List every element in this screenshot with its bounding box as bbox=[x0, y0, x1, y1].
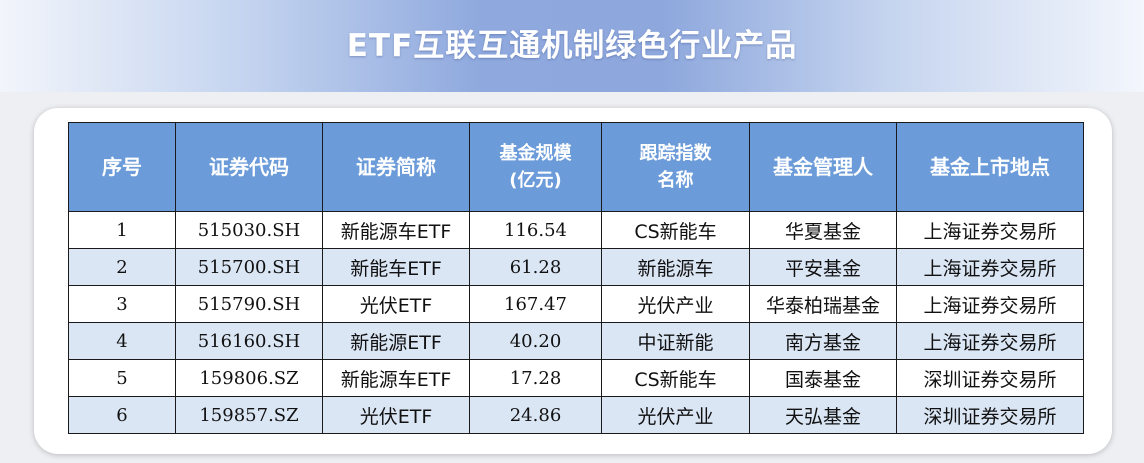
cell-code: 515790.SH bbox=[175, 285, 323, 323]
cell-listing-venue: 上海证券交易所 bbox=[896, 322, 1084, 360]
cell-fund-manager: 华泰柏瑞基金 bbox=[749, 285, 897, 323]
header-short-name: 证券简称 bbox=[322, 122, 470, 212]
cell-fund-manager: 南方基金 bbox=[749, 322, 897, 360]
cell-fund-manager: 国泰基金 bbox=[749, 359, 897, 397]
header-seq: 序号 bbox=[68, 122, 176, 212]
title-banner bbox=[0, 0, 1144, 92]
cell-fund-size: 167.47 bbox=[469, 285, 602, 323]
table-row: 4 516160.SH 新能源ETF 40.20 中证新能 南方基金 上海证券交… bbox=[68, 322, 1084, 360]
cell-fund-size: 61.28 bbox=[469, 248, 602, 286]
cell-fund-size: 17.28 bbox=[469, 359, 602, 397]
cell-seq: 5 bbox=[68, 359, 176, 397]
cell-tracking-index: 中证新能 bbox=[601, 322, 750, 360]
cell-listing-venue: 上海证券交易所 bbox=[896, 211, 1084, 249]
header-tracking-index-line2: 名称 bbox=[657, 170, 694, 191]
header-listing-venue: 基金上市地点 bbox=[896, 122, 1084, 212]
header-fund-size: 基金规模 (亿元) bbox=[469, 122, 602, 212]
cell-code: 516160.SH bbox=[175, 322, 323, 360]
cell-fund-manager: 天弘基金 bbox=[749, 396, 897, 434]
header-tracking-index-line1: 跟踪指数 bbox=[639, 143, 712, 164]
cell-fund-size: 116.54 bbox=[469, 211, 602, 249]
cell-short-name: 新能源车ETF bbox=[322, 359, 470, 397]
table-row: 3 515790.SH 光伏ETF 167.47 光伏产业 华泰柏瑞基金 上海证… bbox=[68, 285, 1084, 323]
cell-fund-size: 40.20 bbox=[469, 322, 602, 360]
cell-fund-manager: 华夏基金 bbox=[749, 211, 897, 249]
table-header-row: 序号 证券代码 证券简称 基金规模 (亿元) 跟踪指数 名称 基金管理人 基金上… bbox=[68, 122, 1084, 212]
cell-short-name: 光伏ETF bbox=[322, 285, 470, 323]
cell-tracking-index: CS新能车 bbox=[601, 359, 750, 397]
header-fund-size-line1: 基金规模 bbox=[499, 143, 572, 164]
header-code: 证券代码 bbox=[175, 122, 323, 212]
etf-product-table: 序号 证券代码 证券简称 基金规模 (亿元) 跟踪指数 名称 基金管理人 基金上… bbox=[68, 122, 1084, 434]
cell-short-name: 新能源ETF bbox=[322, 322, 470, 360]
cell-seq: 6 bbox=[68, 396, 176, 434]
cell-listing-venue: 深圳证券交易所 bbox=[896, 359, 1084, 397]
table-row: 6 159857.SZ 光伏ETF 24.86 光伏产业 天弘基金 深圳证券交易… bbox=[68, 396, 1084, 434]
cell-seq: 4 bbox=[68, 322, 176, 360]
table-row: 2 515700.SH 新能车ETF 61.28 新能源车 平安基金 上海证券交… bbox=[68, 248, 1084, 286]
cell-code: 159857.SZ bbox=[175, 396, 323, 434]
cell-tracking-index: 光伏产业 bbox=[601, 396, 750, 434]
header-fund-manager: 基金管理人 bbox=[749, 122, 897, 212]
cell-fund-manager: 平安基金 bbox=[749, 248, 897, 286]
cell-tracking-index: 新能源车 bbox=[601, 248, 750, 286]
cell-listing-venue: 深圳证券交易所 bbox=[896, 396, 1084, 434]
table-row: 5 159806.SZ 新能源车ETF 17.28 CS新能车 国泰基金 深圳证… bbox=[68, 359, 1084, 397]
page-title: ETF互联互通机制绿色行业产品 bbox=[346, 28, 798, 64]
cell-tracking-index: 光伏产业 bbox=[601, 285, 750, 323]
cell-short-name: 新能源车ETF bbox=[322, 211, 470, 249]
cell-fund-size: 24.86 bbox=[469, 396, 602, 434]
cell-code: 515700.SH bbox=[175, 248, 323, 286]
cell-code: 515030.SH bbox=[175, 211, 323, 249]
cell-seq: 2 bbox=[68, 248, 176, 286]
header-tracking-index: 跟踪指数 名称 bbox=[601, 122, 750, 212]
header-fund-size-unit: (亿元) bbox=[509, 170, 562, 191]
cell-tracking-index: CS新能车 bbox=[601, 211, 750, 249]
cell-listing-venue: 上海证券交易所 bbox=[896, 285, 1084, 323]
cell-short-name: 新能车ETF bbox=[322, 248, 470, 286]
cell-short-name: 光伏ETF bbox=[322, 396, 470, 434]
cell-code: 159806.SZ bbox=[175, 359, 323, 397]
cell-listing-venue: 上海证券交易所 bbox=[896, 248, 1084, 286]
table-row: 1 515030.SH 新能源车ETF 116.54 CS新能车 华夏基金 上海… bbox=[68, 211, 1084, 249]
cell-seq: 3 bbox=[68, 285, 176, 323]
cell-seq: 1 bbox=[68, 211, 176, 249]
